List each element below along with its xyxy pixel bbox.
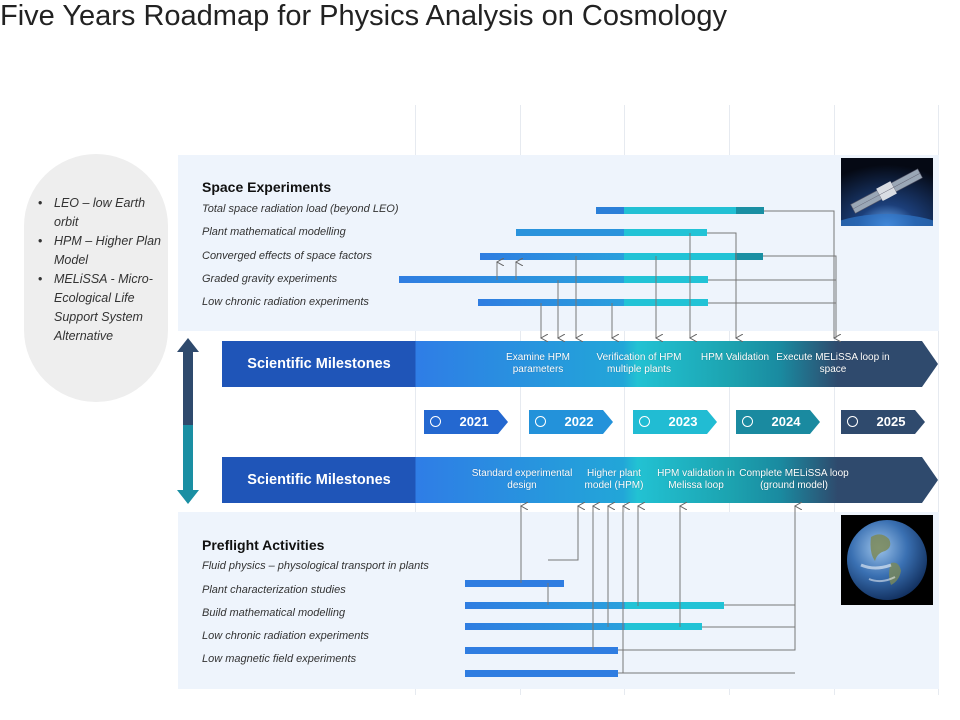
milestone-hpm-validation-melissa: HPM validation in Melissa loop [657, 468, 735, 491]
year-circle-icon [430, 416, 441, 427]
space-experiment-bar [478, 299, 708, 306]
double-arrow-icon [177, 338, 199, 504]
year-circle-icon [639, 416, 650, 427]
year-marker-2022 [529, 410, 613, 434]
year-marker-2025 [841, 410, 925, 434]
space-experiment-bar [399, 276, 708, 283]
legend: LEO – low Earth orbit HPM – Higher Plan … [24, 154, 168, 402]
milestone-verification-hpm: Verification of HPM multiple plants [596, 352, 682, 375]
satellite-image [841, 158, 933, 226]
preflight-bar [465, 670, 618, 677]
milestone-hpm-validation: HPM Validation [700, 352, 770, 363]
year-circle-icon [847, 416, 858, 427]
milestones-band-bottom [222, 457, 938, 503]
preflight-label: Fluid physics – physological transport i… [202, 560, 429, 572]
space-experiment-label: Graded gravity experiments [202, 273, 338, 285]
milestones-label-bottom: Scientific Milestones [247, 472, 391, 488]
year-circle-icon [742, 416, 753, 427]
legend-item-melissa: MELiSSA - Micro-Ecological Life Support … [38, 270, 162, 346]
preflight-bar [465, 623, 702, 630]
space-experiment-label: Low chronic radiation experiments [202, 296, 369, 308]
preflight-panel [178, 512, 939, 689]
year-marker-2021 [424, 410, 508, 434]
milestone-higher-plant-model: Higher plant model (HPM) [584, 468, 644, 491]
grid-line [938, 105, 939, 695]
milestones-band-top [222, 341, 938, 387]
space-experiments-title: Space Experiments [202, 179, 332, 195]
grid-line [624, 105, 625, 695]
space-experiment-label: Total space radiation load (beyond LEO) [202, 203, 399, 215]
year-label-2021: 2021 [459, 414, 489, 429]
preflight-label: Plant characterization studies [202, 584, 346, 596]
space-experiment-bar [480, 253, 763, 260]
space-experiment-bar [516, 229, 707, 236]
page-title: Five Years Roadmap for Physics Analysis … [0, 0, 727, 32]
year-marker-2023 [633, 410, 717, 434]
milestone-complete-melissa: Complete MELiSSA loop (ground model) [739, 468, 849, 491]
space-experiment-label: Converged effects of space factors [202, 250, 372, 262]
grid-line [520, 105, 521, 695]
year-circle-icon [535, 416, 546, 427]
earth-image [841, 515, 933, 605]
space-experiment-label: Plant mathematical modelling [202, 226, 346, 238]
grid-line [834, 105, 835, 695]
milestone-examine-hpm: Examine HPM parameters [506, 352, 570, 375]
preflight-label: Low chronic radiation experiments [202, 630, 369, 642]
year-label-2022: 2022 [564, 414, 594, 429]
preflight-title: Preflight Activities [202, 537, 325, 553]
preflight-bar [465, 602, 724, 609]
legend-item-hpm: HPM – Higher Plan Model [38, 232, 162, 270]
space-experiment-bar [596, 207, 764, 214]
year-label-2025: 2025 [876, 414, 906, 429]
milestones-label-top: Scientific Milestones [247, 356, 391, 372]
year-label-2023: 2023 [668, 414, 698, 429]
preflight-label: Build mathematical modelling [202, 607, 346, 619]
milestone-execute-melissa: Execute MELiSSA loop in space [776, 352, 890, 375]
preflight-bar [465, 580, 564, 587]
year-marker-2024 [736, 410, 820, 434]
milestone-standard-design: Standard experimental design [471, 468, 573, 491]
grid-line [729, 105, 730, 695]
year-label-2024: 2024 [771, 414, 801, 429]
grid-line [415, 105, 416, 695]
preflight-label: Low magnetic field experiments [202, 653, 357, 665]
legend-item-leo: LEO – low Earth orbit [38, 194, 162, 232]
preflight-bar [465, 647, 618, 654]
